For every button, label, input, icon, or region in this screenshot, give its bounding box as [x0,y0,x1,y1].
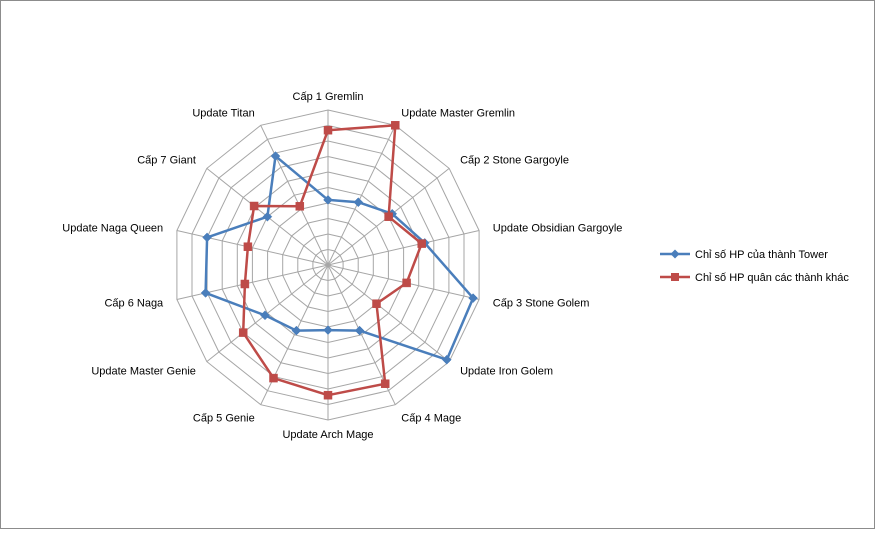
data-point-marker [295,202,305,211]
data-point-marker [238,328,248,337]
category-labels: Cấp 1 Gremlin Update Master Gremlin Cấp 2 … [62,91,622,441]
category-label: Cấp 6 Naga [104,298,164,310]
data-point-marker [202,232,212,243]
legend: Chỉ số HP của thành Tower Chỉ số HP quân … [660,249,849,284]
data-point-marker [323,390,333,400]
data-point-marker [391,121,400,130]
data-point-marker [260,310,270,321]
category-label: Update Master Gremlin [401,108,515,120]
category-label: Cấp 3 Stone Golem [493,298,590,310]
series-line [241,124,423,397]
data-point-marker [323,125,333,135]
data-point-marker [200,288,211,298]
category-label: Update Master Genie [91,365,196,377]
category-label: Update Arch Mage [282,429,373,441]
category-label: Cấp 4 Mage [401,412,461,424]
data-point-marker [417,239,426,248]
grid-spoke [176,230,329,266]
data-point-marker [402,278,411,288]
category-label: Cấp 7 Giant [137,155,196,167]
data-point-marker [323,195,333,205]
data-point-marker [249,201,259,211]
grid-spoke [327,230,480,266]
series-layer [200,121,478,400]
legend-marker [671,273,679,281]
category-label: Update Naga Queen [62,222,163,234]
category-label: Update Iron Golem [460,365,553,377]
data-point-marker [291,325,302,336]
category-label: Cấp 5 Genie [193,412,255,424]
category-label: Cấp 1 Gremlin [293,91,364,103]
grid-spoke [327,264,450,362]
data-point-marker [384,212,393,221]
data-point-marker [323,325,333,335]
data-point-marker [380,379,390,388]
grid-spoke [327,125,396,266]
data-point-marker [468,293,478,303]
data-point-marker [240,279,250,289]
grid-spoke [260,125,329,266]
data-point-marker [270,151,281,161]
data-point-marker [354,325,365,336]
category-label: Cấp 2 Stone Gargoyle [460,155,569,167]
category-label: Update Titan [192,108,254,120]
legend-label: Chỉ số HP của thành Tower [695,249,828,261]
data-point-marker [353,197,364,208]
data-point-marker [441,354,452,365]
radar-grid [176,109,480,421]
data-point-marker [243,242,253,251]
data-point-marker [262,211,273,222]
data-point-marker [372,299,381,308]
data-point-marker [269,373,278,383]
category-label: Update Obsidian Gargoyle [493,222,623,234]
legend-label: Chỉ số HP quân các thành khác [695,272,849,284]
legend-marker [670,249,680,259]
